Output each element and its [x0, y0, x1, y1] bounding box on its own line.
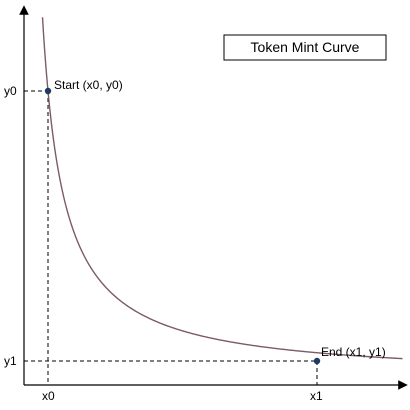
y0-tick-label: y0: [4, 84, 17, 98]
y1-tick-label: y1: [4, 354, 17, 368]
mint-curve: [41, 17, 403, 360]
diagram-title: Token Mint Curve: [251, 39, 360, 55]
x0-tick-label: x0: [42, 389, 55, 403]
x1-tick-label: x1: [310, 389, 323, 403]
start-point: [44, 87, 52, 95]
title-box: Token Mint Curve: [223, 34, 387, 61]
end-point-label: End (x1, y1): [321, 345, 386, 359]
start-point-label: Start (x0, y0): [54, 78, 123, 92]
end-point: [313, 357, 321, 365]
